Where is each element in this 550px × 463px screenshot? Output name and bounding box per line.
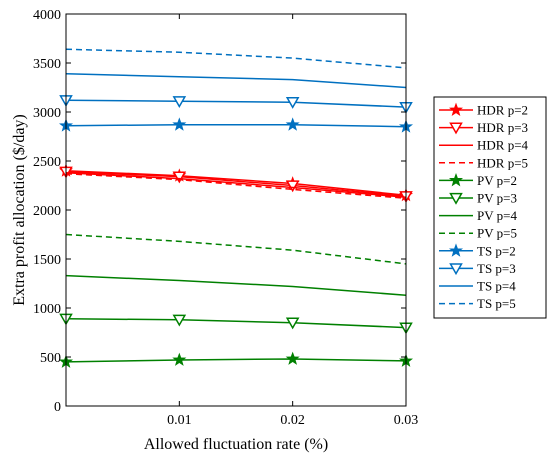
series-ts-p-4 (65, 73, 407, 89)
legend-item-hdr-p-5: HDR p=5 (439, 155, 528, 170)
y-tick-label: 2000 (33, 204, 61, 219)
series-line-pv-p-2 (65, 358, 407, 363)
series-line-ts-p-4 (65, 73, 407, 89)
legend-label: TS p=5 (477, 296, 516, 311)
x-tick-label: 0.03 (394, 413, 419, 428)
legend-label: HDR p=3 (477, 120, 528, 135)
x-axis-label: Allowed fluctuation rate (%) (144, 436, 328, 453)
legend-item-pv-p-2: PV p=2 (439, 173, 517, 188)
legend-label: HDR p=2 (477, 103, 528, 118)
series-line-pv-p-5 (65, 233, 407, 265)
series-ts-p-5 (65, 48, 407, 69)
data-point-hdr-p-3 (172, 171, 187, 184)
legend: HDR p=2 HDR p=3 HDR p=4 HDR p=5 PV p=2 PV p=3… (433, 96, 547, 319)
legend-item-ts-p-5: TS p=5 (439, 296, 516, 311)
plot-area (66, 14, 406, 406)
legend-label: HDR p=5 (477, 155, 528, 170)
legend-marker (449, 263, 463, 276)
y-tick-label: 1500 (33, 253, 61, 268)
legend-item-ts-p-2: TS p=2 (439, 243, 516, 258)
legend-item-pv-p-3: PV p=3 (439, 191, 517, 206)
y-tick-label: 2500 (33, 155, 61, 170)
data-point-pv-p-3 (172, 314, 187, 327)
legend-item-pv-p-4: PV p=4 (439, 208, 517, 223)
legend-label: PV p=4 (477, 208, 517, 223)
data-point-ts-p-3 (172, 96, 187, 108)
legend-marker (448, 102, 464, 116)
legend-item-hdr-p-4: HDR p=4 (439, 138, 529, 153)
legend-label: TS p=2 (477, 243, 516, 258)
legend-box (433, 96, 547, 319)
series-line-pv-p-4 (65, 274, 407, 297)
legend-label: HDR p=4 (477, 138, 529, 153)
series-line-ts-p-2 (65, 123, 407, 128)
legend-marker (449, 122, 463, 135)
y-tick-label: 3500 (33, 57, 61, 72)
legend-label: TS p=4 (477, 279, 516, 294)
legend-label: PV p=2 (477, 173, 517, 188)
series-line-hdr-p-5 (65, 172, 407, 199)
x-tick-label: 0.01 (167, 413, 192, 428)
legend-marker (448, 243, 464, 257)
series-line-hdr-p-2 (65, 170, 407, 197)
y-tick-label: 500 (40, 351, 61, 366)
series-line-hdr-p-3 (65, 171, 407, 198)
data-point-ts-p-3 (285, 97, 300, 109)
legend-item-ts-p-3: TS p=3 (439, 261, 516, 276)
series-pv-p-4 (65, 274, 407, 297)
series-line-ts-p-5 (65, 48, 407, 69)
legend-item-hdr-p-3: HDR p=3 (439, 120, 528, 135)
legend-label: PV p=3 (477, 191, 517, 206)
series-hdr-p-4 (65, 172, 407, 199)
data-point-ts-p-2 (285, 117, 300, 131)
y-axis: 0 500 1000 1500 2000 2500 3000 3500 4000 (33, 8, 406, 415)
y-tick-label: 0 (54, 400, 61, 415)
y-axis-label: Extra profit allocation ($/day) (11, 114, 28, 305)
legend-item-ts-p-4: TS p=4 (439, 279, 516, 294)
data-point-pv-p-3 (285, 317, 300, 330)
series-line-hdr-p-4 (65, 172, 407, 199)
legend-marker (449, 192, 463, 205)
data-point-ts-p-2 (172, 117, 187, 131)
y-tick-label: 3000 (33, 106, 61, 121)
legend-item-hdr-p-2: HDR p=2 (439, 103, 528, 118)
legend-label: PV p=5 (477, 226, 517, 241)
series-hdr-p-5 (65, 172, 407, 199)
x-tick-label: 0.02 (280, 413, 305, 428)
data-point-pv-p-2 (285, 351, 300, 365)
series-line-ts-p-3 (65, 99, 407, 108)
y-tick-label: 4000 (33, 8, 61, 23)
data-point-pv-p-2 (172, 352, 187, 366)
x-axis: 0.01 0.02 0.03 (167, 14, 418, 428)
legend-marker (448, 173, 464, 187)
series-pv-p-5 (65, 233, 407, 265)
y-tick-label: 1000 (33, 302, 61, 317)
data-point-hdr-p-3 (285, 180, 300, 193)
series-line-pv-p-3 (65, 318, 407, 329)
legend-label: TS p=3 (477, 261, 516, 276)
legend-item-pv-p-5: PV p=5 (439, 226, 517, 241)
